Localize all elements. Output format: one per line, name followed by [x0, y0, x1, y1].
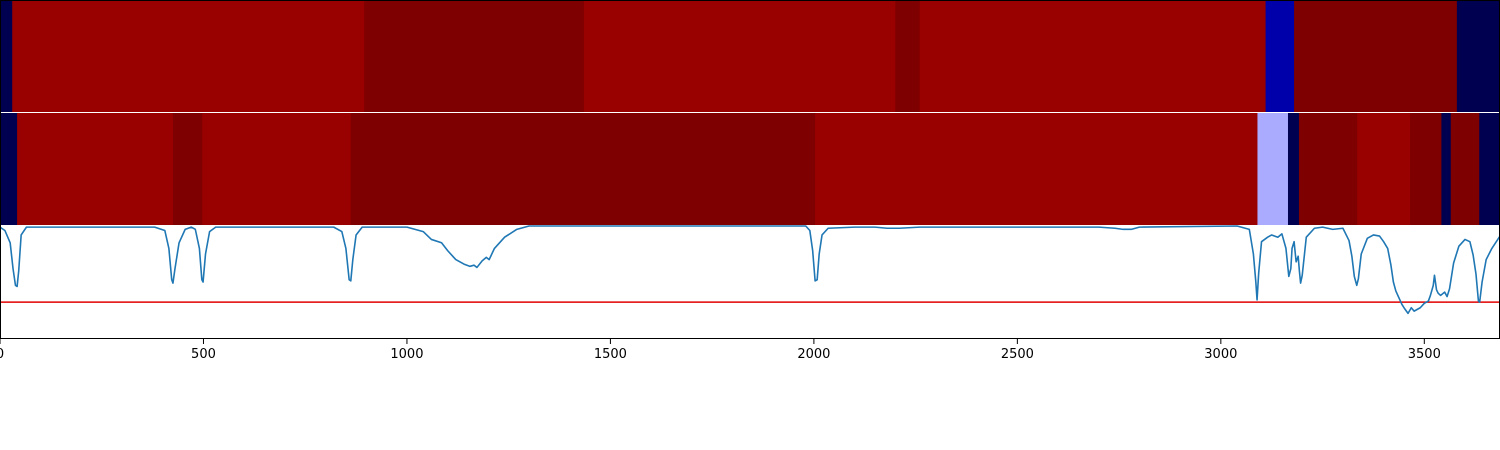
heatmap-row-2-segment-6: [815, 113, 1258, 225]
x-tick-label-3500: 3500: [1408, 347, 1441, 362]
x-tick-label-1500: 1500: [594, 347, 627, 362]
heatmap-row-1-segment-1: [0, 0, 13, 112]
heatmap-row-2-segment-11: [1410, 113, 1442, 225]
x-tick-label-0: 0: [0, 347, 4, 362]
x-tick-label-2000: 2000: [797, 347, 830, 362]
x-tick-label-1000: 1000: [390, 347, 423, 362]
x-tick-label-500: 500: [191, 347, 216, 362]
heatmap-row-2-segment-2: [17, 113, 174, 225]
heatmap-row-2-segment-3: [172, 113, 203, 225]
line-panel-background: [0, 226, 1500, 338]
heatmap-row-2-segment-4: [202, 113, 352, 225]
heatmap-row-2-segment-7: [1257, 113, 1289, 225]
spectrum-line-panel: [0, 225, 1500, 338]
heatmap-row-2-segment-10: [1357, 113, 1411, 225]
heatmap-row-1-segment-4: [583, 0, 896, 112]
heatmap-row-2-segment-13: [1450, 113, 1480, 225]
heatmap-row-2-segment-8: [1287, 113, 1300, 225]
heatmap-row-2-segment-9: [1298, 113, 1358, 225]
x-tick-label-3000: 3000: [1204, 347, 1237, 362]
heatmap-row-1-segment-2: [12, 0, 365, 112]
heatmap-row-1-segment-5: [895, 0, 921, 112]
heatmap-panels: [0, 0, 1500, 225]
heatmap-row-1-segment-7: [1265, 0, 1295, 112]
heatmap-row-2-segment-5: [350, 113, 816, 225]
x-axis: 0 500 1000 1500 2000 2500 3000 3500: [0, 338, 1500, 362]
heatmap-row-1-segment-6: [919, 0, 1267, 112]
spectrum-line: [0, 225, 1500, 315]
heatmap-row-1-segment-3: [364, 0, 585, 112]
heatmap-row-2-segment-12: [1441, 113, 1452, 225]
x-tick-label-2500: 2500: [1001, 347, 1034, 362]
heatmap-row-1-segment-9: [1456, 0, 1500, 112]
heatmap-row-2-segment-14: [1479, 113, 1500, 225]
heatmap-row-1-segment-8: [1294, 0, 1458, 112]
heatmap-row-2-segment-1: [0, 113, 18, 225]
